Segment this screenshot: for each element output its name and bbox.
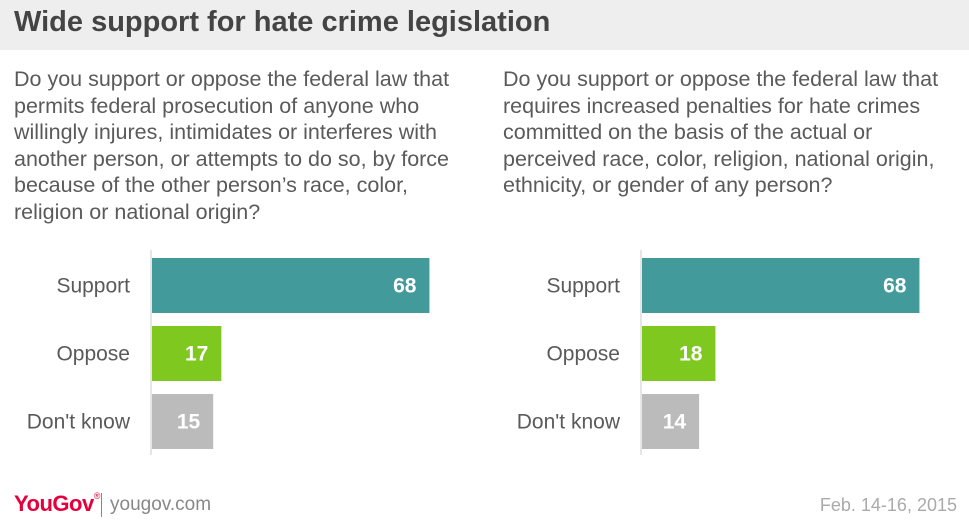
value-label-oppose: 18 — [679, 343, 703, 366]
bar-support — [642, 258, 920, 313]
bar-chart-left: Support 68 Oppose 17 Don't know 15 — [27, 250, 430, 455]
footer-site: yougov.com — [110, 494, 212, 515]
bar-don-t-know — [152, 394, 214, 449]
bar-chart-right: Support 68 Oppose 18 Don't know 14 — [517, 250, 920, 455]
bar-support — [152, 258, 430, 313]
question-left: Do you support or oppose the federal law… — [14, 67, 450, 224]
footer-date: Feb. 14-16, 2015 — [819, 495, 957, 515]
value-label-support: 68 — [883, 275, 907, 298]
question-right: Do you support or oppose the federal law… — [503, 67, 939, 197]
value-label-oppose: 17 — [185, 343, 208, 366]
value-label-don-t-know: 14 — [663, 411, 687, 434]
bar-oppose — [152, 326, 222, 381]
category-label-support: Support — [546, 275, 620, 298]
category-label-oppose: Oppose — [546, 343, 620, 366]
category-label-don-t-know: Don't know — [517, 411, 621, 434]
category-label-oppose: Oppose — [56, 343, 130, 366]
value-label-don-t-know: 15 — [177, 411, 201, 434]
yougov-logo: YouGov® — [14, 491, 100, 516]
footer-divider — [101, 493, 102, 517]
page-title: Wide support for hate crime legislation — [14, 6, 551, 38]
category-label-don-t-know: Don't know — [27, 411, 131, 434]
value-label-support: 68 — [393, 275, 417, 298]
bar-oppose — [642, 326, 716, 381]
bar-don-t-know — [642, 394, 700, 449]
category-label-support: Support — [56, 275, 130, 298]
title-bar: Wide support for hate crime legislation — [0, 0, 969, 50]
